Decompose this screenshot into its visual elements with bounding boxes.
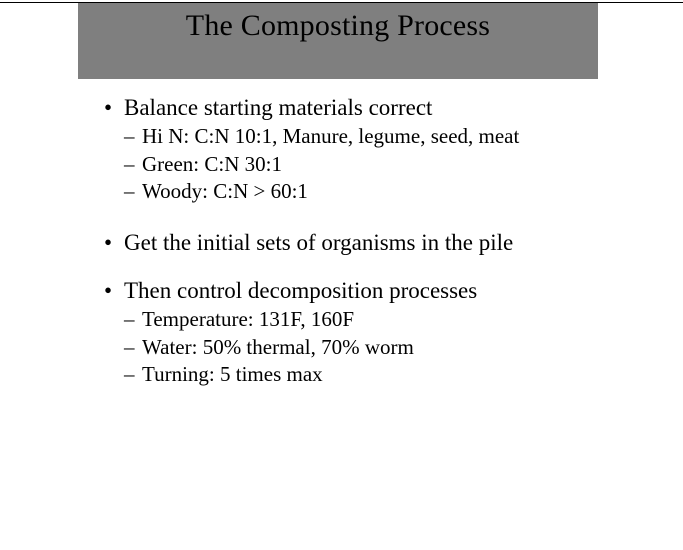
bullet-level2: Water: 50% thermal, 70% worm: [124, 335, 604, 361]
spacer: [104, 259, 604, 277]
spacer: [104, 205, 604, 229]
bullet-level2: Hi N: C:N 10:1, Manure, legume, seed, me…: [124, 124, 604, 150]
bullet-level2: Turning: 5 times max: [124, 362, 604, 388]
bullet-level2: Woody: C:N > 60:1: [124, 179, 604, 205]
bullet-level1: Balance starting materials correct: [104, 94, 604, 122]
slide-content: Balance starting materials correct Hi N:…: [104, 94, 604, 388]
slide-page: The Composting Process Balance starting …: [0, 0, 683, 550]
bullet-level1: Then control decomposition processes: [104, 277, 604, 305]
bullet-level2: Temperature: 131F, 160F: [124, 307, 604, 333]
bullet-level2: Green: C:N 30:1: [124, 152, 604, 178]
slide-title: The Composting Process: [186, 9, 490, 43]
title-box: The Composting Process: [78, 3, 598, 79]
bullet-level1: Get the initial sets of organisms in the…: [104, 229, 604, 257]
